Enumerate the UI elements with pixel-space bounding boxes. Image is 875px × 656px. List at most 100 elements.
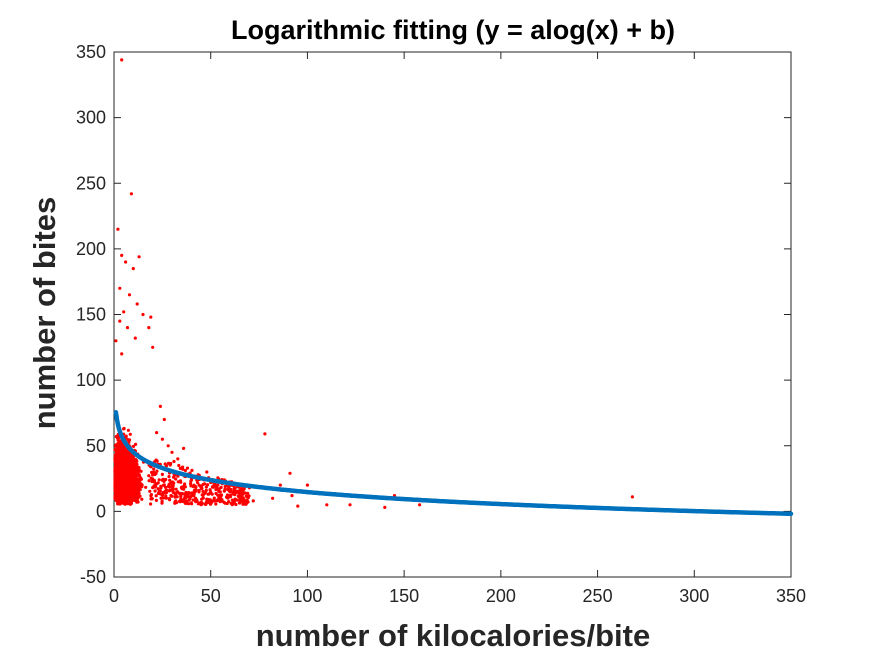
data-point xyxy=(117,468,121,472)
data-point xyxy=(127,495,131,499)
data-point xyxy=(125,458,129,463)
data-point xyxy=(120,484,124,488)
data-point xyxy=(223,487,227,491)
y-tick-label: 150 xyxy=(76,305,106,325)
data-point xyxy=(120,451,124,455)
data-point xyxy=(305,483,309,487)
data-point xyxy=(118,459,122,463)
x-tick-label: 50 xyxy=(201,586,221,606)
data-point xyxy=(184,496,188,500)
data-point xyxy=(167,489,171,493)
data-point xyxy=(169,494,173,498)
data-point xyxy=(177,463,181,468)
data-point xyxy=(132,461,136,465)
data-point xyxy=(173,495,177,499)
data-point xyxy=(179,480,183,484)
data-point xyxy=(191,485,195,489)
data-point xyxy=(120,461,124,465)
data-point xyxy=(126,478,130,482)
data-point xyxy=(190,468,194,472)
data-point xyxy=(238,496,243,500)
data-point xyxy=(164,477,168,482)
data-point xyxy=(119,448,123,452)
data-point xyxy=(209,490,213,495)
data-point xyxy=(131,444,136,448)
data-point xyxy=(135,495,139,500)
data-point xyxy=(120,352,124,356)
data-point xyxy=(233,497,237,501)
data-point xyxy=(155,459,159,463)
data-point xyxy=(239,489,243,493)
data-point xyxy=(197,488,201,492)
data-point xyxy=(160,472,164,476)
data-point xyxy=(192,494,196,498)
data-point xyxy=(197,483,201,487)
data-point xyxy=(241,502,245,506)
data-point xyxy=(174,501,179,505)
data-point xyxy=(159,484,163,488)
x-axis: 0 50 100 150 200 250 300 350 xyxy=(109,52,806,606)
y-axis-label: number of bites xyxy=(27,197,62,430)
data-point xyxy=(126,428,130,432)
data-point xyxy=(263,432,267,436)
data-point xyxy=(214,485,219,489)
data-point xyxy=(194,485,198,489)
data-point xyxy=(296,504,300,508)
data-point xyxy=(122,426,126,431)
data-point xyxy=(122,488,126,492)
data-point xyxy=(152,479,157,483)
data-point xyxy=(119,443,123,447)
data-point xyxy=(122,497,126,501)
data-point xyxy=(205,497,209,501)
data-point xyxy=(122,310,126,314)
data-point xyxy=(228,490,232,494)
data-point xyxy=(208,498,212,502)
data-point xyxy=(215,498,219,502)
data-point xyxy=(239,499,243,503)
scatter-points xyxy=(113,58,785,515)
data-point xyxy=(114,339,118,343)
data-point xyxy=(144,485,148,489)
data-point xyxy=(117,489,122,493)
data-point xyxy=(136,480,140,484)
data-point xyxy=(170,488,174,492)
data-point xyxy=(129,192,133,196)
data-point xyxy=(128,486,132,490)
data-point xyxy=(168,478,172,482)
data-point xyxy=(219,493,223,498)
data-point xyxy=(203,482,207,486)
data-point xyxy=(123,463,127,467)
data-point xyxy=(178,492,182,496)
data-point xyxy=(187,498,191,502)
data-point xyxy=(137,489,141,493)
data-point xyxy=(205,470,209,474)
data-point xyxy=(123,471,127,476)
data-point xyxy=(212,485,216,489)
data-point xyxy=(125,470,129,474)
data-point xyxy=(240,487,244,491)
data-point xyxy=(137,473,141,477)
data-point xyxy=(418,503,422,507)
data-point xyxy=(226,496,230,500)
data-point xyxy=(179,497,183,501)
data-point xyxy=(134,442,138,446)
data-point xyxy=(218,490,222,494)
data-point xyxy=(153,489,157,493)
data-point xyxy=(223,501,227,505)
data-point xyxy=(229,501,233,505)
data-point xyxy=(117,441,121,445)
x-tick-label: 350 xyxy=(776,586,806,606)
data-point xyxy=(168,498,172,502)
data-point xyxy=(185,466,190,470)
x-tick-label: 300 xyxy=(679,586,709,606)
data-point xyxy=(122,492,126,496)
data-point xyxy=(271,496,275,500)
data-point xyxy=(193,490,197,494)
data-point xyxy=(148,489,152,493)
data-point xyxy=(245,495,249,499)
data-point xyxy=(230,498,234,502)
data-point xyxy=(209,502,213,506)
data-point xyxy=(189,495,193,499)
data-point xyxy=(190,491,194,495)
